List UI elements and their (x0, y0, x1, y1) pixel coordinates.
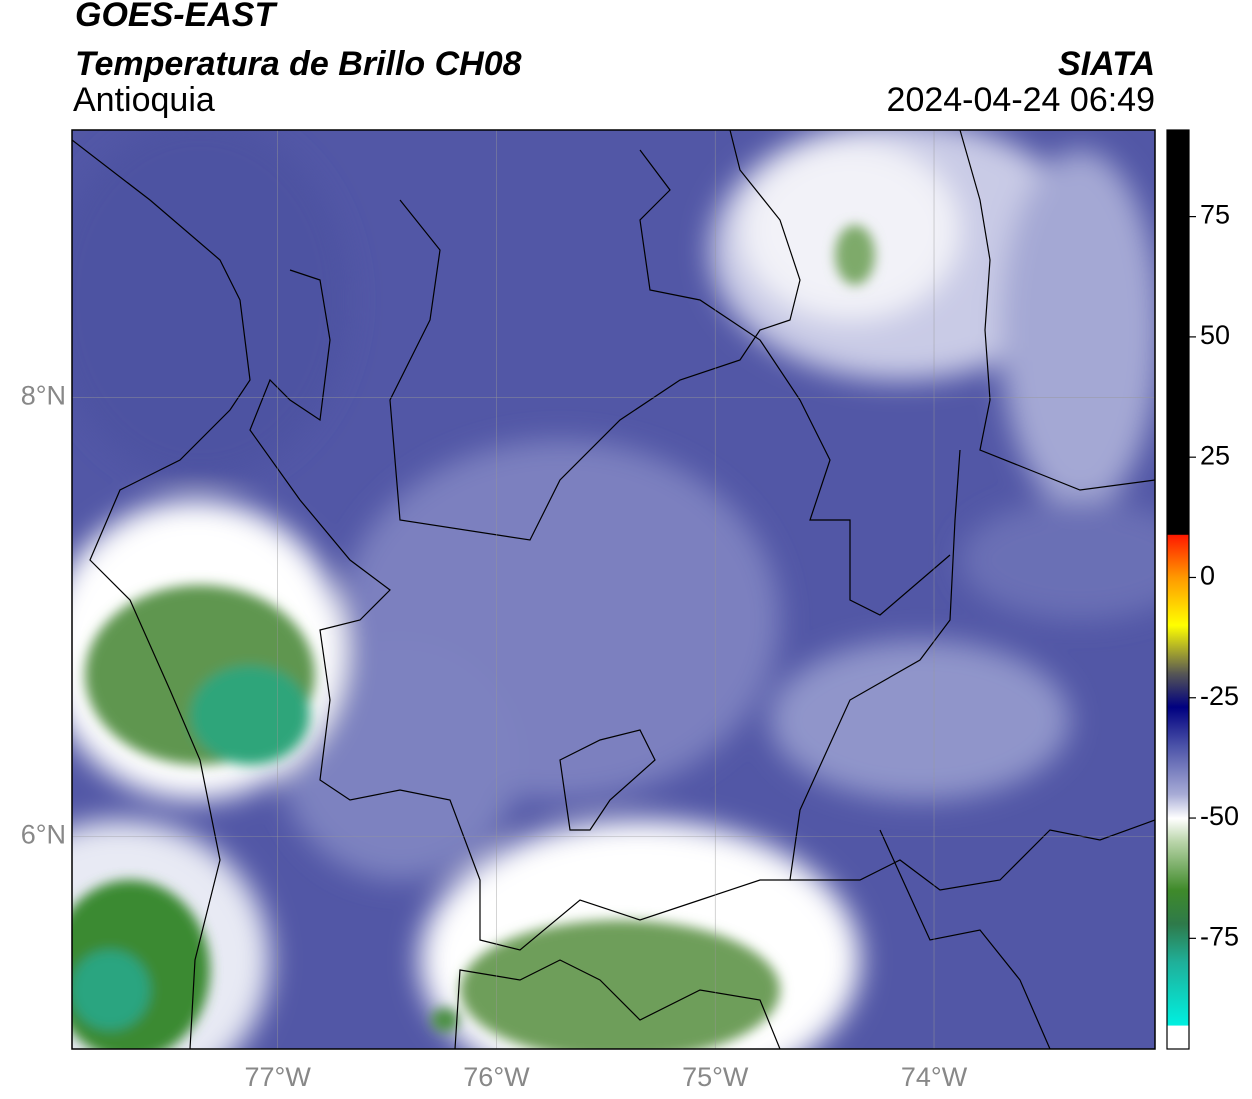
lon-tick-label: 75°W (682, 1062, 749, 1092)
datetime: 2024-04-24 06:49 (887, 81, 1155, 119)
lon-tick-label: 76°W (463, 1062, 530, 1092)
colorbar (1166, 129, 1190, 1050)
map-frame (71, 129, 1156, 1050)
lat-tick-label: 8°N (21, 381, 66, 411)
colorbar-tick-label: 75 (1200, 200, 1230, 230)
region: Antioquia (73, 81, 215, 119)
colorbar-tick-label: -25 (1200, 681, 1239, 711)
colorbar-tick-label: 50 (1200, 320, 1230, 350)
lon-tick-label: 77°W (244, 1062, 311, 1092)
map-image (72, 130, 1155, 1049)
lon-tick-label: 74°W (901, 1062, 968, 1092)
lat-tick-label: 6°N (21, 819, 66, 849)
title: GOES-EAST (75, 0, 278, 34)
boundaries (72, 130, 1155, 1049)
source: SIATA (1058, 45, 1155, 83)
colorbar-tick-label: 25 (1200, 440, 1230, 470)
colorbar-tick-label: -75 (1200, 921, 1239, 951)
colorbar-tick-label: -50 (1200, 801, 1239, 831)
subtitle: Temperatura de Brillo CH08 (75, 45, 522, 83)
graticule (72, 130, 1155, 1049)
colorbar-tick-label: 0 (1200, 561, 1215, 591)
